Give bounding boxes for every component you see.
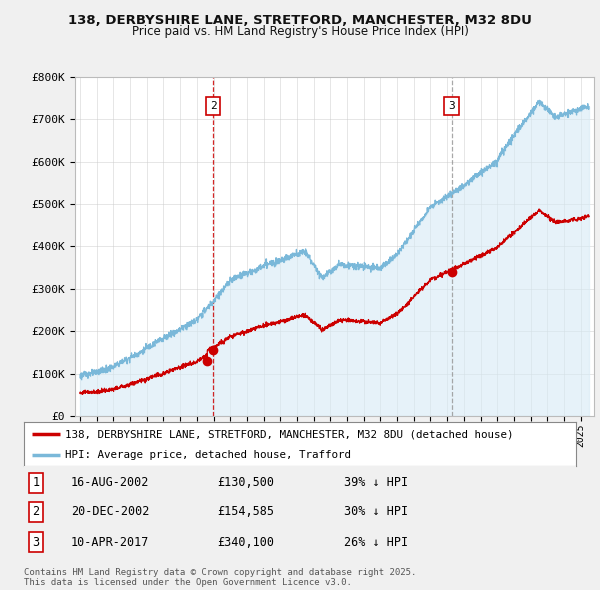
Text: £340,100: £340,100 [217,536,274,549]
Text: 2: 2 [209,101,217,112]
Text: 3: 3 [32,536,40,549]
Text: Price paid vs. HM Land Registry's House Price Index (HPI): Price paid vs. HM Land Registry's House … [131,25,469,38]
Text: 138, DERBYSHIRE LANE, STRETFORD, MANCHESTER, M32 8DU: 138, DERBYSHIRE LANE, STRETFORD, MANCHES… [68,14,532,27]
Text: 20-DEC-2002: 20-DEC-2002 [71,505,149,519]
Text: 30% ↓ HPI: 30% ↓ HPI [344,505,408,519]
Text: 3: 3 [448,101,455,112]
Text: £154,585: £154,585 [217,505,274,519]
Text: 10-APR-2017: 10-APR-2017 [71,536,149,549]
Text: 1: 1 [32,476,40,489]
Text: 16-AUG-2002: 16-AUG-2002 [71,476,149,489]
Text: 26% ↓ HPI: 26% ↓ HPI [344,536,408,549]
Text: Contains HM Land Registry data © Crown copyright and database right 2025.
This d: Contains HM Land Registry data © Crown c… [24,568,416,587]
Text: 138, DERBYSHIRE LANE, STRETFORD, MANCHESTER, M32 8DU (detached house): 138, DERBYSHIRE LANE, STRETFORD, MANCHES… [65,430,514,439]
Text: HPI: Average price, detached house, Trafford: HPI: Average price, detached house, Traf… [65,450,352,460]
Text: 2: 2 [32,505,40,519]
Text: £130,500: £130,500 [217,476,274,489]
Text: 39% ↓ HPI: 39% ↓ HPI [344,476,408,489]
